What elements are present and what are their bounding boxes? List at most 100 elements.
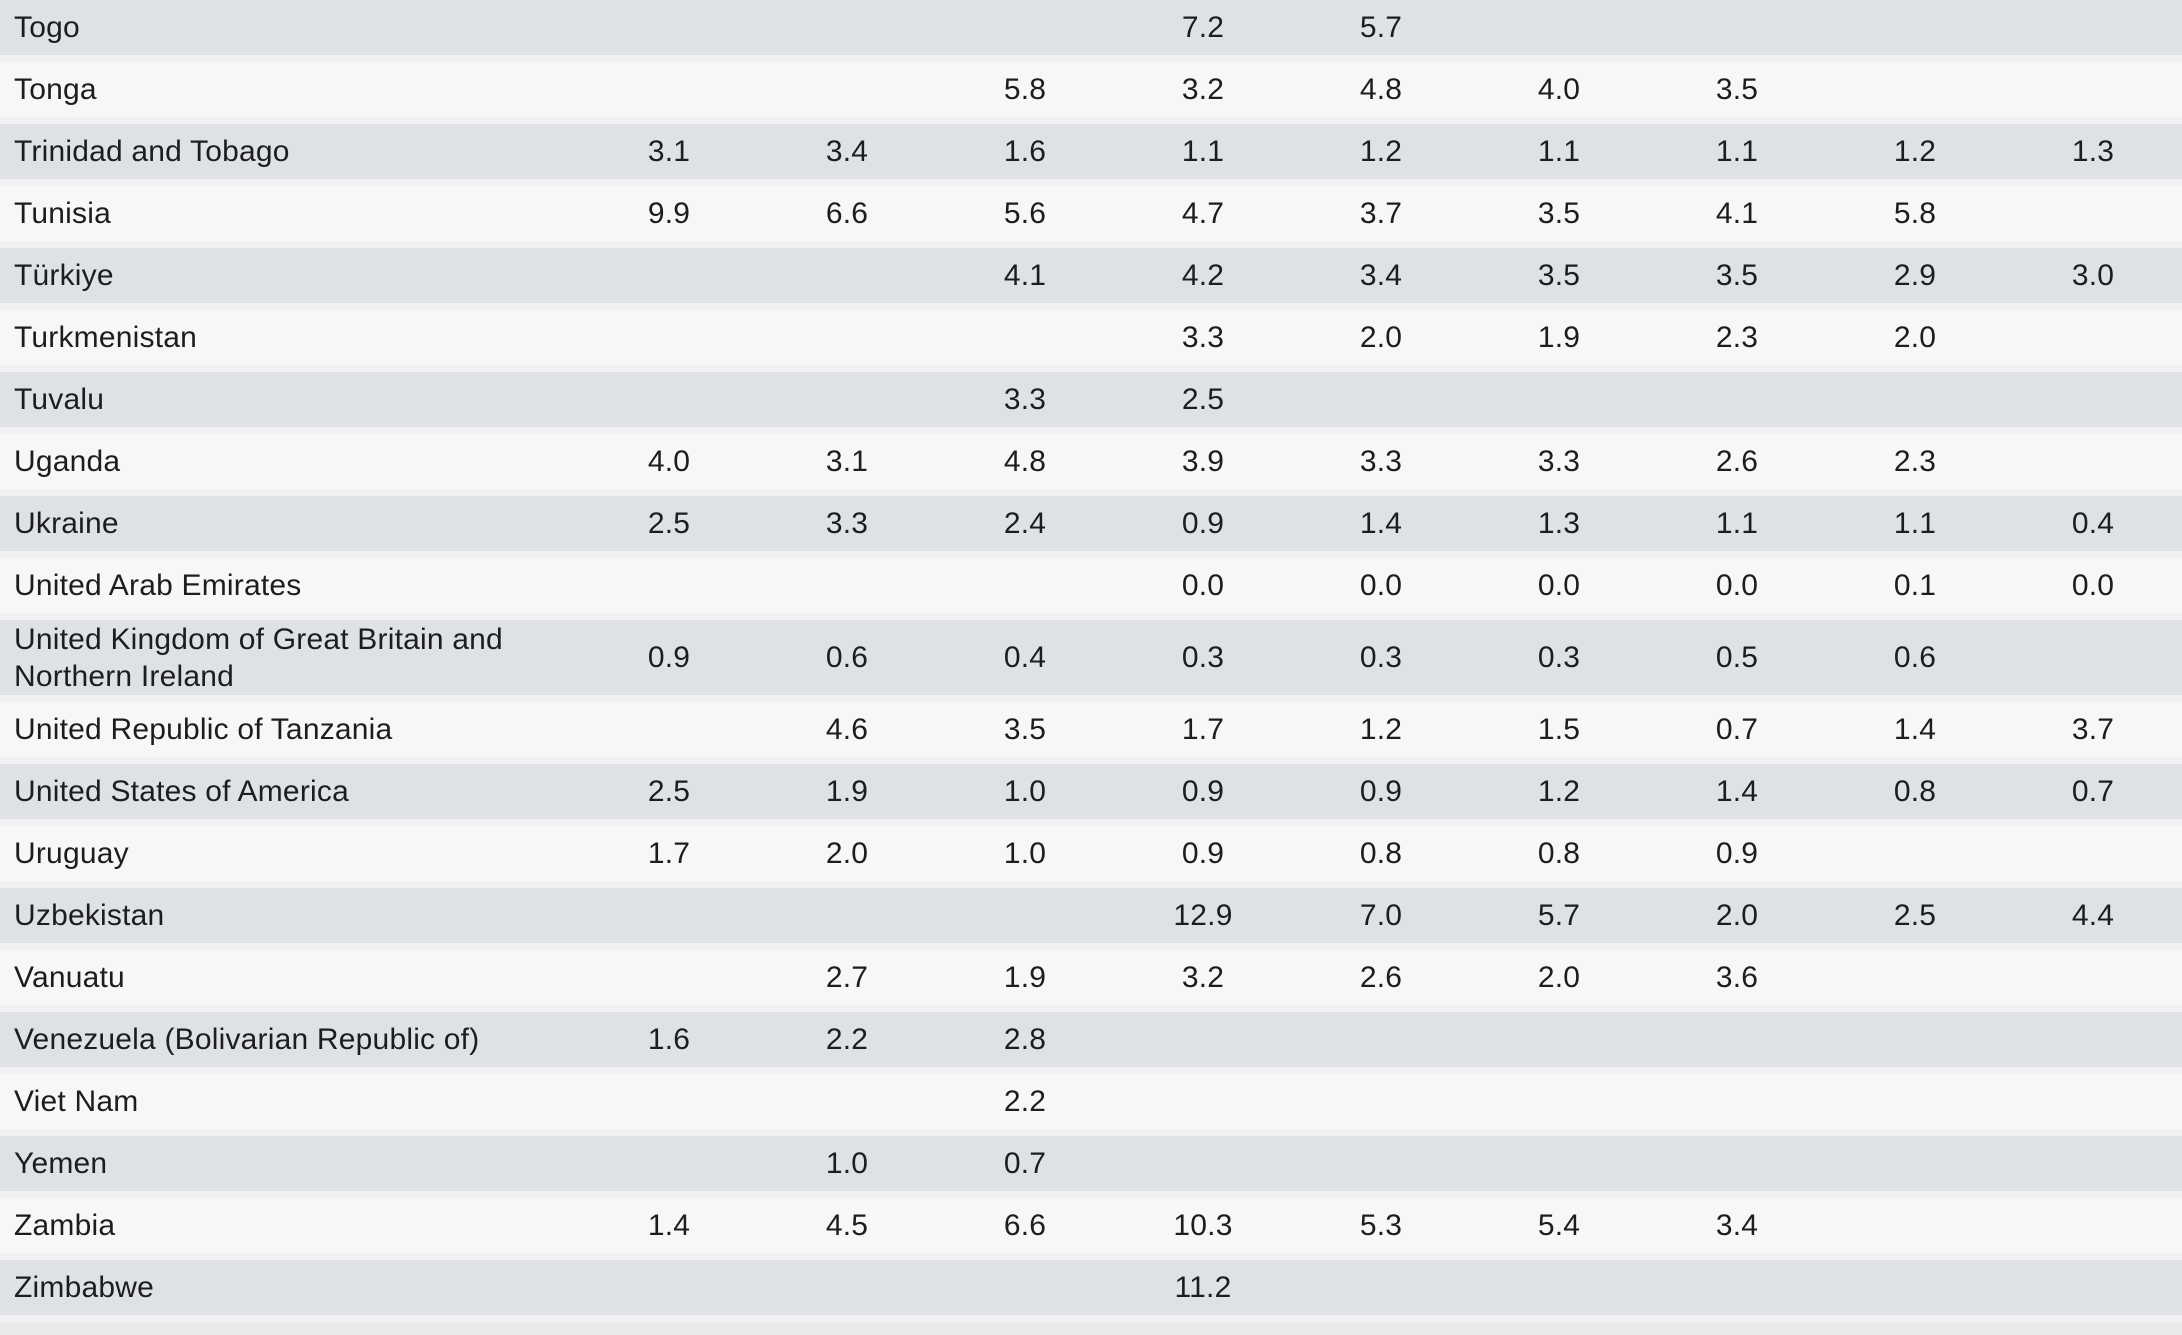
value-cell: 2.2 — [825, 1022, 869, 1056]
value-cell: 1.6 — [1003, 134, 1047, 168]
country-cell: Uruguay — [14, 837, 129, 870]
value-cell: 1.0 — [1003, 774, 1047, 808]
country-cell: Yemen — [14, 1147, 108, 1180]
value-cell: 0.7 — [2071, 774, 2115, 808]
value-cell: 0.3 — [1181, 640, 1225, 674]
country-cell: Ukraine — [14, 507, 119, 540]
value-cell: 7.2 — [1181, 10, 1225, 44]
value-cell: 1.1 — [1715, 506, 1759, 540]
table-row: Uganda 4.0 3.1 4.8 3.9 3.3 3.3 2.6 2.3 — [0, 434, 2182, 496]
next-row-edge-strip — [0, 1322, 2182, 1335]
value-cell: 3.9 — [1181, 444, 1225, 478]
value-cell: 2.0 — [1715, 898, 1759, 932]
value-cell: 1.0 — [825, 1146, 869, 1180]
value-cell: 1.1 — [1893, 506, 1937, 540]
value-cell: 2.0 — [1537, 960, 1581, 994]
value-cell: 1.9 — [1003, 960, 1047, 994]
value-cell: 0.7 — [1003, 1146, 1047, 1180]
country-cell: Zambia — [14, 1209, 116, 1242]
value-cell: 4.5 — [825, 1208, 869, 1242]
value-cell: 4.7 — [1181, 196, 1225, 230]
value-cell: 0.9 — [1359, 774, 1403, 808]
value-cell: 3.4 — [1715, 1208, 1759, 1242]
value-cell: 0.0 — [1359, 568, 1403, 602]
value-cell: 1.2 — [1893, 134, 1937, 168]
value-cell: 0.5 — [1715, 640, 1759, 674]
value-cell: 1.4 — [647, 1208, 691, 1242]
country-cell: Tuvalu — [14, 383, 105, 416]
value-cell: 5.7 — [1359, 10, 1403, 44]
value-cell: 2.8 — [1003, 1022, 1047, 1056]
value-cell: 2.6 — [1359, 960, 1403, 994]
value-cell: 1.3 — [1537, 506, 1581, 540]
value-cell: 3.1 — [825, 444, 869, 478]
table-row: Vanuatu 2.7 1.9 3.2 2.6 2.0 3.6 — [0, 950, 2182, 1012]
value-cell: 0.9 — [1181, 506, 1225, 540]
value-cell: 3.3 — [1003, 382, 1047, 416]
value-cell: 4.0 — [647, 444, 691, 478]
value-cell: 1.4 — [1893, 712, 1937, 746]
value-cell: 3.4 — [825, 134, 869, 168]
value-cell: 1.1 — [1181, 134, 1225, 168]
value-cell: 0.8 — [1893, 774, 1937, 808]
country-cell: United Kingdom of Great Britain and Nort… — [14, 622, 503, 693]
value-cell: 2.3 — [1715, 320, 1759, 354]
value-cell: 4.6 — [825, 712, 869, 746]
value-cell: 1.7 — [647, 836, 691, 870]
value-cell: 4.4 — [2071, 898, 2115, 932]
value-cell: 1.4 — [1359, 506, 1403, 540]
country-cell: Viet Nam — [14, 1085, 139, 1118]
value-cell: 0.9 — [647, 640, 691, 674]
value-cell: 3.5 — [1537, 196, 1581, 230]
value-cell: 0.9 — [1715, 836, 1759, 870]
table-row: Zambia 1.4 4.5 6.6 10.3 5.3 5.4 3.4 — [0, 1198, 2182, 1260]
value-cell: 0.7 — [1715, 712, 1759, 746]
value-cell: 1.1 — [1537, 134, 1581, 168]
value-cell: 0.6 — [1893, 640, 1937, 674]
country-cell: Trinidad and Tobago — [14, 135, 290, 168]
value-cell: 0.0 — [1181, 568, 1225, 602]
value-cell: 0.4 — [1003, 640, 1047, 674]
value-cell: 2.0 — [825, 836, 869, 870]
country-cell: Vanuatu — [14, 961, 125, 994]
value-cell: 3.7 — [2071, 712, 2115, 746]
value-cell: 2.5 — [647, 774, 691, 808]
country-cell: Togo — [14, 11, 80, 44]
value-cell: 4.0 — [1537, 72, 1581, 106]
value-cell: 0.6 — [825, 640, 869, 674]
value-cell: 1.2 — [1359, 134, 1403, 168]
table-row: Uruguay 1.7 2.0 1.0 0.9 0.8 0.8 0.9 — [0, 826, 2182, 888]
value-cell: 10.3 — [1173, 1208, 1233, 1242]
value-cell: 3.4 — [1359, 258, 1403, 292]
value-cell: 3.5 — [1003, 712, 1047, 746]
value-cell: 5.8 — [1003, 72, 1047, 106]
value-cell: 5.4 — [1537, 1208, 1581, 1242]
table-row: Yemen 1.0 0.7 — [0, 1136, 2182, 1198]
value-cell: 1.7 — [1181, 712, 1225, 746]
country-cell: Tunisia — [14, 197, 111, 230]
value-cell: 1.2 — [1537, 774, 1581, 808]
table-row: United Republic of Tanzania 4.6 3.5 1.7 1.2 1… — [0, 702, 2182, 764]
value-cell: 0.0 — [1715, 568, 1759, 602]
table-row: Viet Nam 2.2 — [0, 1074, 2182, 1136]
value-cell: 3.3 — [825, 506, 869, 540]
value-cell: 0.1 — [1893, 568, 1937, 602]
value-cell: 1.2 — [1359, 712, 1403, 746]
value-cell: 6.6 — [1003, 1208, 1047, 1242]
value-cell: 9.9 — [647, 196, 691, 230]
value-cell: 0.3 — [1359, 640, 1403, 674]
country-cell: Turkmenistan — [14, 321, 198, 354]
country-cell: Zimbabwe — [14, 1271, 154, 1304]
value-cell: 5.8 — [1893, 196, 1937, 230]
value-cell: 3.5 — [1537, 258, 1581, 292]
value-cell: 5.3 — [1359, 1208, 1403, 1242]
value-cell: 3.3 — [1181, 320, 1225, 354]
value-cell: 0.0 — [2071, 568, 2115, 602]
value-cell: 11.2 — [1174, 1270, 1232, 1304]
table-row: United Kingdom of Great Britain and Nort… — [0, 620, 2182, 702]
value-cell: 1.1 — [1715, 134, 1759, 168]
country-cell: Uganda — [14, 445, 121, 478]
value-cell: 5.7 — [1537, 898, 1581, 932]
table-row: Ukraine 2.5 3.3 2.4 0.9 1.4 1.3 1.1 1.1 0.4 — [0, 496, 2182, 558]
